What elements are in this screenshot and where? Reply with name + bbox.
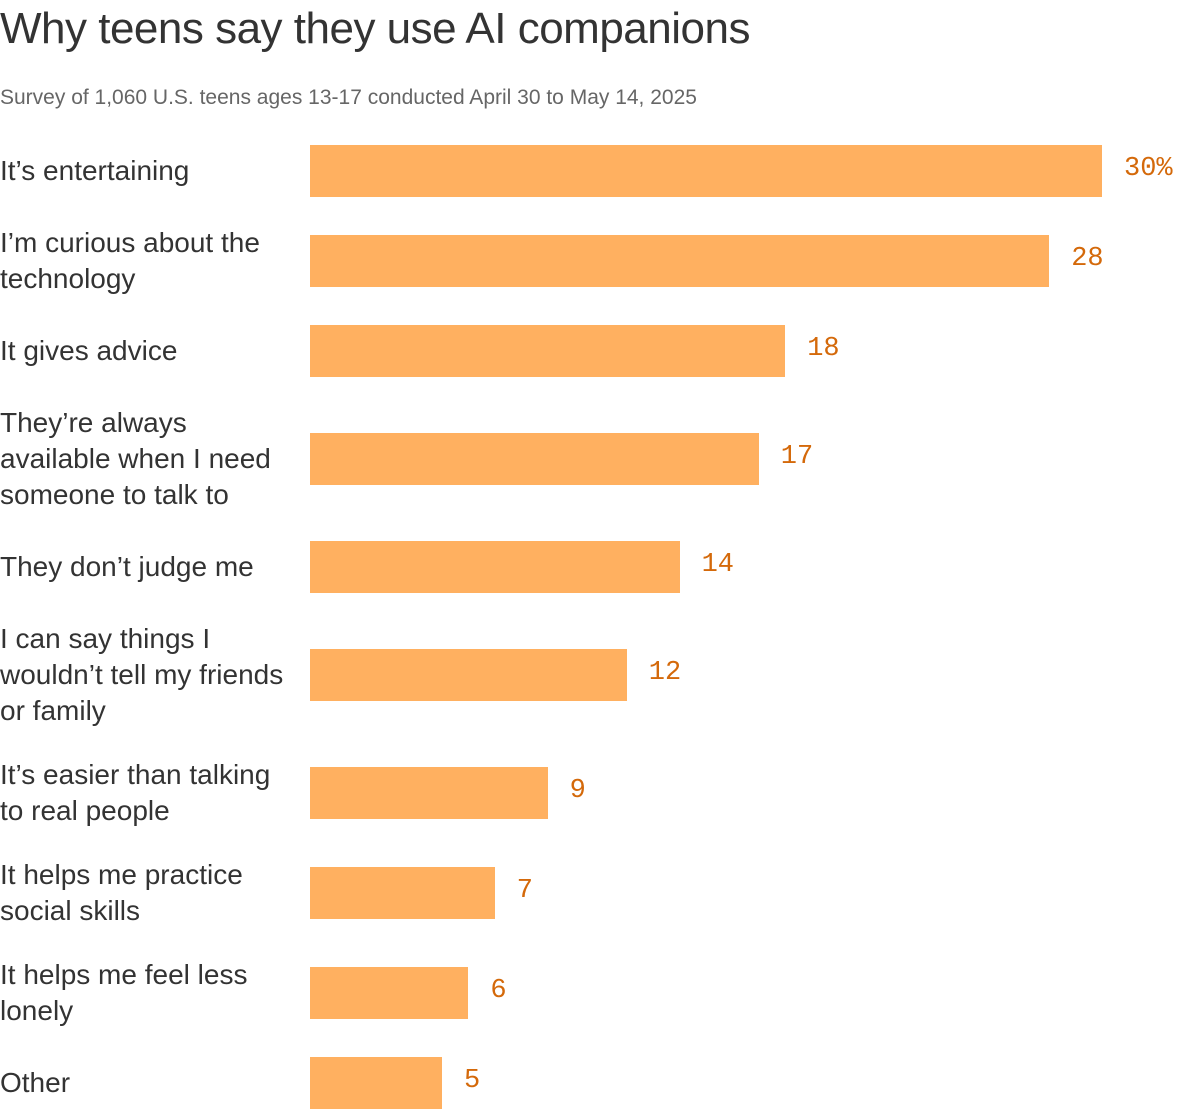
bar <box>310 767 548 819</box>
value-label: 14 <box>701 550 734 580</box>
bar <box>310 235 1050 287</box>
bar <box>310 1057 442 1109</box>
category-label: I can say things I wouldn’t tell my frie… <box>0 623 284 726</box>
bar <box>310 145 1102 197</box>
value-label: 9 <box>569 776 586 806</box>
value-label: 18 <box>807 334 840 364</box>
value-label: 30% <box>1124 154 1173 184</box>
category-label: Other <box>0 1067 71 1098</box>
value-label: 12 <box>648 658 682 688</box>
category-label: It helps me practice social skills <box>0 859 243 926</box>
category-label: It gives advice <box>0 335 178 366</box>
bar <box>310 325 786 377</box>
value-label: 28 <box>1071 244 1104 274</box>
bar <box>310 867 495 919</box>
bar <box>310 649 627 701</box>
chart-subtitle: Survey of 1,060 U.S. teens ages 13-17 co… <box>0 86 697 109</box>
category-label: They’re always available when I need som… <box>0 407 271 510</box>
category-label: I’m curious about the technology <box>0 227 260 294</box>
value-label: 7 <box>516 876 533 906</box>
value-label: 5 <box>464 1066 481 1096</box>
category-label: It’s entertaining <box>0 155 190 186</box>
chart-title: Why teens say they use AI companions <box>0 4 750 53</box>
bar <box>310 967 469 1019</box>
bar <box>310 541 680 593</box>
bar <box>310 433 759 485</box>
value-label: 6 <box>490 976 507 1006</box>
category-label: They don’t judge me <box>0 551 254 582</box>
category-label: It’s easier than talking to real people <box>0 759 271 826</box>
category-label: It helps me feel less lonely <box>0 959 248 1026</box>
value-label: 17 <box>780 442 814 472</box>
